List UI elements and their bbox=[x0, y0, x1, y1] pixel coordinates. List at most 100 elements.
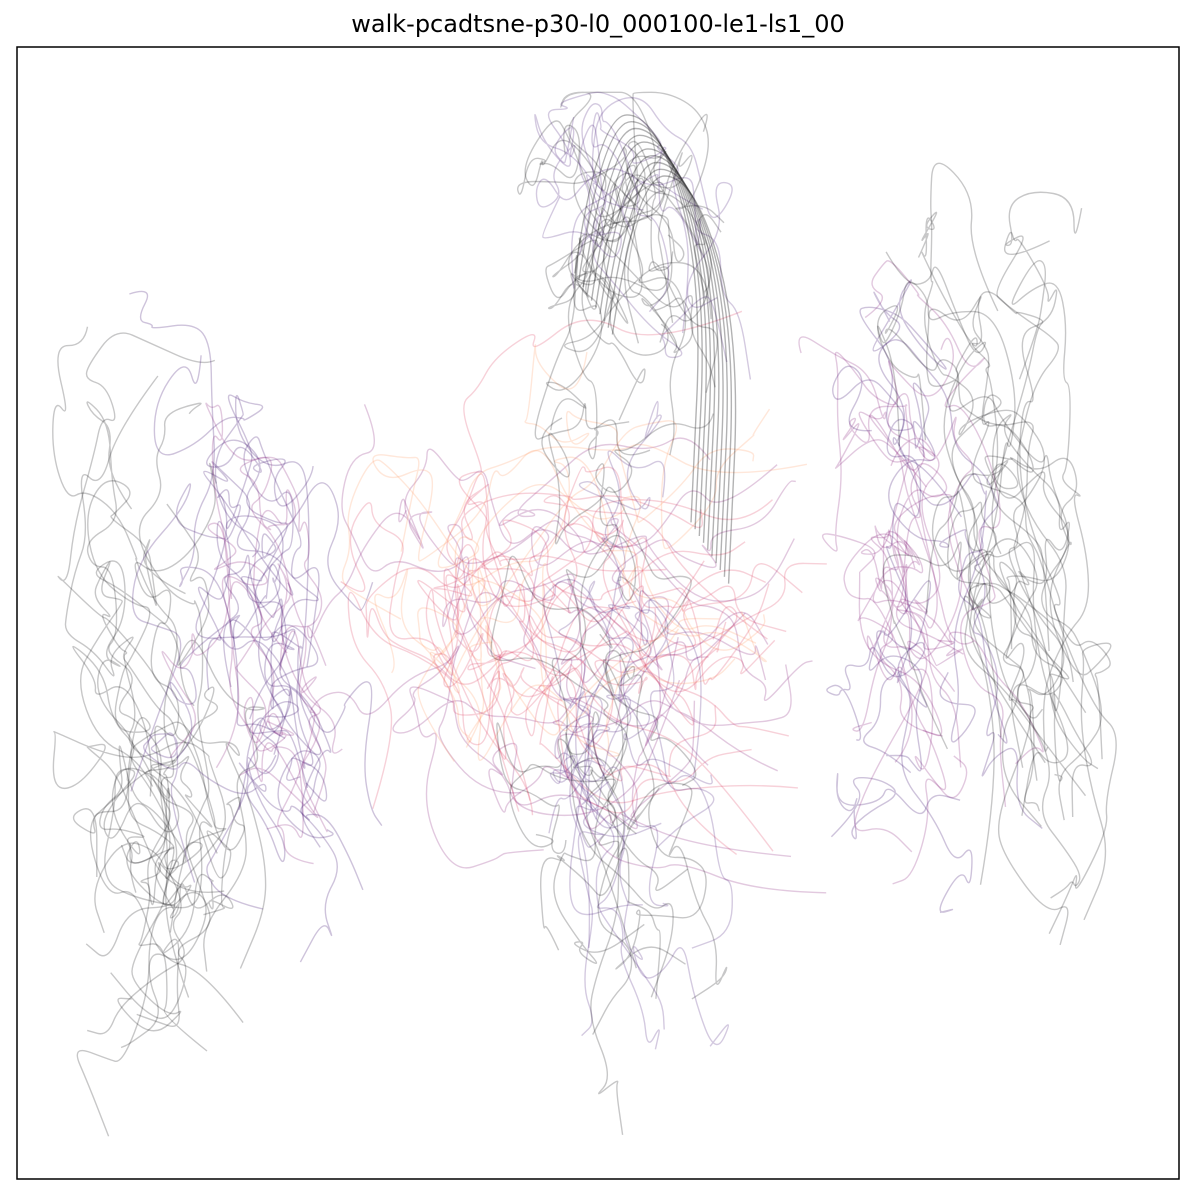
trajectory-line-left-purple-28 bbox=[129, 290, 286, 740]
trajectory-line-right-dark-131 bbox=[968, 291, 1044, 781]
trajectory-line-center-red-37 bbox=[306, 448, 813, 701]
trajectory-line-center-stem-106 bbox=[565, 413, 714, 787]
trajectory-line-center-red-38 bbox=[365, 551, 637, 685]
trajectory-line-left-dark-16 bbox=[110, 767, 211, 1019]
trajectory-line-left-purple-29 bbox=[153, 355, 287, 720]
trajectory-line-right-dark-136 bbox=[972, 561, 1087, 946]
trajectory-line-center-orange-65 bbox=[481, 466, 789, 737]
trajectory-line-left-dark-15 bbox=[87, 480, 186, 864]
trajectory-line-right-purple-116 bbox=[830, 773, 961, 840]
trajectory-line-center-orange-66 bbox=[341, 459, 757, 644]
trajectory-line-center-stem-97 bbox=[541, 417, 692, 891]
trajectory-line-left-purple-27 bbox=[243, 436, 364, 891]
trajectory-line-center-stem-94 bbox=[540, 782, 728, 1000]
trajectory-line-center-stem-101 bbox=[549, 722, 729, 1047]
trajectory-line-left-dark-3 bbox=[64, 375, 227, 906]
trajectory-line-center-orange-54 bbox=[443, 544, 628, 812]
trajectory-line-arch-4 bbox=[590, 141, 716, 550]
trajectory-line-left-purple-32 bbox=[214, 394, 314, 781]
trajectory-line-right-purple-111 bbox=[798, 336, 962, 768]
trajectory-line-center-red-44 bbox=[341, 404, 746, 726]
trajectory-line-right-dark-135 bbox=[876, 305, 1102, 821]
trajectory-line-center-arch-85 bbox=[545, 190, 680, 431]
trajectory-line-left-dark-1 bbox=[76, 401, 207, 1137]
trajectory-line-center-red-43 bbox=[409, 679, 681, 869]
trajectory-line-left-purple-30 bbox=[203, 461, 334, 839]
trajectory-line-right-dark-142 bbox=[996, 191, 1093, 818]
trajectory-line-right-purple-119 bbox=[857, 530, 1044, 765]
trajectory-line-arch-0 bbox=[574, 114, 699, 523]
trajectory-line-right-dark-134 bbox=[968, 538, 1081, 899]
trajectory-line-left-purple-19 bbox=[223, 554, 328, 802]
trajectory-line-right-purple-120 bbox=[900, 416, 974, 650]
trajectory-line-center-arch-74 bbox=[560, 91, 710, 343]
trajectory-line-right-purple-108 bbox=[887, 393, 968, 799]
trajectory-line-right-purple-124 bbox=[832, 365, 987, 743]
trajectory-line-center-orange-59 bbox=[458, 310, 776, 693]
trajectory-line-center-stem-102 bbox=[542, 578, 702, 916]
trajectory-line-left-dark-2 bbox=[94, 745, 203, 934]
trajectory-line-center-orange-57 bbox=[417, 607, 736, 762]
trajectory-line-left-dark-0 bbox=[87, 462, 217, 1035]
trajectory-line-right-purple-122 bbox=[854, 493, 963, 853]
trajectory-line-center-red-53 bbox=[552, 578, 792, 772]
trajectory-line-left-purple-26 bbox=[143, 732, 338, 963]
trajectory-line-left-purple-24 bbox=[130, 483, 332, 848]
trajectory-line-center-stem-99 bbox=[585, 650, 707, 970]
trajectory-line-center-red-52 bbox=[556, 700, 792, 858]
trajectory-line-center-orange-58 bbox=[374, 408, 771, 694]
trajectory-line-left-dark-11 bbox=[103, 755, 213, 1049]
trajectory-line-right-purple-117 bbox=[834, 404, 963, 667]
trajectory-line-center-red-46 bbox=[398, 498, 709, 766]
trajectory-line-center-orange-61 bbox=[433, 519, 746, 801]
trajectory-line-center-red-49 bbox=[417, 579, 787, 677]
trajectory-line-center-arch-75 bbox=[552, 216, 716, 388]
trajectory-line-arch-9 bbox=[611, 175, 737, 584]
trajectory-line-center-orange-64 bbox=[437, 443, 808, 663]
trajectory-line-right-dark-137 bbox=[947, 501, 1070, 885]
trajectory-line-left-purple-21 bbox=[161, 581, 319, 819]
trajectory-line-right-dark-126 bbox=[925, 455, 1070, 650]
trajectory-line-left-purple-18 bbox=[239, 456, 327, 813]
trajectory-line-right-dark-127 bbox=[877, 281, 1046, 764]
trajectory-line-center-arch-84 bbox=[571, 112, 705, 289]
trajectory-line-left-dark-6 bbox=[72, 645, 182, 1032]
trajectory-line-left-dark-14 bbox=[79, 561, 218, 864]
trajectory-line-center-red-51 bbox=[442, 523, 769, 671]
trajectory-line-center-arch-72 bbox=[573, 91, 725, 311]
trajectory-line-center-stem-91 bbox=[595, 590, 715, 849]
trajectory-line-center-orange-60 bbox=[524, 344, 755, 523]
trajectory-line-right-purple-113 bbox=[843, 533, 947, 885]
axes-frame bbox=[16, 46, 1180, 1180]
trajectory-line-left-dark-8 bbox=[138, 402, 210, 933]
trajectory-line-center-orange-68 bbox=[486, 663, 774, 852]
trajectory-line-left-dark-13 bbox=[130, 721, 267, 969]
trajectory-line-center-red-50 bbox=[446, 473, 717, 782]
trajectory-line-center-orange-55 bbox=[372, 449, 766, 651]
trajectory-line-center-stem-98 bbox=[496, 722, 674, 998]
trajectory-line-right-purple-110 bbox=[888, 382, 1043, 829]
trajectory-line-arch-5 bbox=[595, 148, 720, 557]
trajectory-line-center-arch-76 bbox=[595, 172, 722, 356]
trajectory-line-right-dark-133 bbox=[917, 211, 1099, 770]
trajectory-line-right-dark-128 bbox=[931, 490, 1087, 816]
trajectory-line-right-dark-138 bbox=[924, 162, 1065, 812]
trajectory-line-left-purple-25 bbox=[246, 482, 374, 755]
trajectory-line-left-purple-34 bbox=[205, 402, 328, 833]
trajectory-line-left-purple-20 bbox=[207, 522, 304, 838]
trajectory-line-right-purple-125 bbox=[863, 580, 932, 774]
trajectory-line-center-orange-67 bbox=[429, 580, 720, 743]
trajectory-line-center-arch-80 bbox=[534, 254, 718, 456]
trajectory-line-center-orange-71 bbox=[340, 502, 705, 694]
trajectory-line-left-dark-4 bbox=[166, 503, 265, 972]
trajectory-line-center-stem-95 bbox=[553, 732, 645, 965]
trajectory-line-center-red-47 bbox=[488, 637, 827, 894]
trajectory-line-center-orange-70 bbox=[460, 484, 703, 608]
trajectory-line-center-red-42 bbox=[525, 605, 798, 804]
trajectory-line-center-orange-69 bbox=[543, 494, 770, 685]
trajectory-line-center-red-36 bbox=[277, 591, 709, 865]
trajectory-line-center-arch-78 bbox=[524, 113, 708, 272]
trajectory-line-center-arch-86 bbox=[535, 116, 752, 380]
trajectory-line-center-arch-82 bbox=[534, 91, 689, 334]
chart-title: walk-pcadtsne-p30-l0_000100-le1-ls1_00 bbox=[351, 10, 845, 38]
